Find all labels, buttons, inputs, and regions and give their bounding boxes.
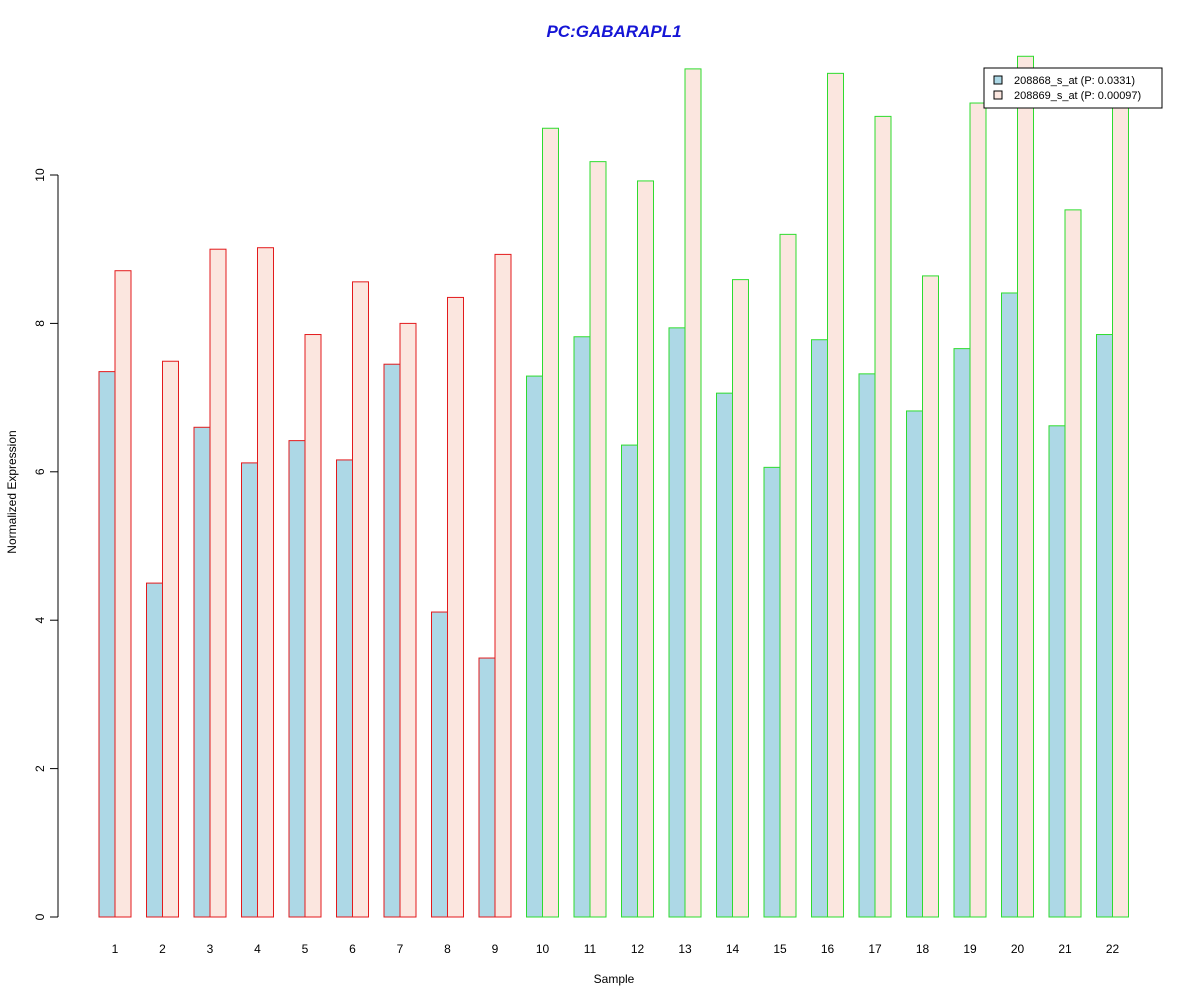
bar-series-2 <box>969 102 987 918</box>
y-tick-label: 8 <box>33 320 47 327</box>
bar-series-2 <box>922 275 939 918</box>
bar-series-2 <box>209 248 227 918</box>
x-tick-label: 19 <box>963 942 977 956</box>
bar-series-2 <box>304 334 322 918</box>
bar-series-2 <box>1064 209 1082 918</box>
x-tick-label: 21 <box>1058 942 1072 956</box>
bar-series-1 <box>716 392 733 918</box>
legend-box <box>983 67 1163 109</box>
bar-series-2 <box>779 233 797 918</box>
bar-series-2 <box>589 161 607 918</box>
bar-series-1 <box>431 611 448 918</box>
y-tick-label: 0 <box>33 913 47 920</box>
x-tick-label: 4 <box>254 942 261 956</box>
legend: 208868_s_at (P: 0.0331) 208869_s_at (P: 0… <box>983 67 1163 109</box>
bar-series-2 <box>637 180 654 918</box>
x-tick-label: 17 <box>868 942 882 956</box>
bar-series-1 <box>621 444 638 918</box>
bar-series-2 <box>542 127 559 918</box>
legend-swatch <box>993 90 1003 100</box>
x-tick-label: 12 <box>631 942 645 956</box>
bar-series-1 <box>478 657 496 918</box>
y-tick-label: 2 <box>33 765 47 772</box>
bar-series-2 <box>1112 100 1129 918</box>
x-tick-label: 18 <box>916 942 930 956</box>
x-tick-label: 2 <box>159 942 166 956</box>
x-tick-label: 22 <box>1106 942 1120 956</box>
bar-series-2 <box>257 247 274 918</box>
bar-series-1 <box>193 426 211 918</box>
x-tick-label: 3 <box>207 942 214 956</box>
bar-series-1 <box>98 371 116 918</box>
x-tick-label: 8 <box>444 942 451 956</box>
x-tick-label: 7 <box>397 942 404 956</box>
x-axis-label: Sample <box>594 972 635 986</box>
bars <box>98 55 1129 918</box>
bar-series-1 <box>383 363 401 918</box>
x-tick-label: 1 <box>112 942 119 956</box>
bar-series-1 <box>288 440 306 918</box>
chart-title: PC:GABARAPL1 <box>546 22 681 41</box>
bar-series-2 <box>494 253 512 918</box>
bar-series-2 <box>874 115 892 918</box>
bar-series-1 <box>668 327 686 918</box>
bar-series-2 <box>732 279 749 918</box>
bar-series-1 <box>811 339 828 918</box>
bar-series-2 <box>447 296 464 918</box>
bar-series-1 <box>1096 334 1113 918</box>
bar-series-1 <box>953 348 971 918</box>
bar-series-1 <box>1048 425 1066 918</box>
bar-series-1 <box>858 373 876 918</box>
x-tick-label: 15 <box>773 942 787 956</box>
bar-series-2 <box>684 68 702 918</box>
x-tick-label: 14 <box>726 942 740 956</box>
y-axis-label: Normalized Expression <box>5 430 19 553</box>
x-tick-label: 10 <box>536 942 550 956</box>
bar-series-1 <box>526 375 543 918</box>
legend-swatch <box>993 75 1003 85</box>
x-tick-label: 16 <box>821 942 835 956</box>
y-tick-label: 10 <box>33 168 47 182</box>
bar-series-2 <box>1017 55 1034 918</box>
legend-entry: 208869_s_at (P: 0.00097) <box>1014 90 1141 102</box>
y-tick-label: 6 <box>33 468 47 475</box>
x-tick-label: 11 <box>584 942 597 956</box>
bar-series-2 <box>399 322 417 918</box>
bar-series-2 <box>162 360 179 918</box>
x-tick-label: 13 <box>678 942 692 956</box>
bar-series-1 <box>146 582 163 918</box>
bar-series-2 <box>114 270 132 918</box>
x-tick-labels: 1 2 3 4 5 6 7 8 9 10 11 12 13 14 15 16 17 18 19 20 21 22 <box>112 942 1120 956</box>
bar-series-2 <box>352 281 369 918</box>
x-tick-label: 20 <box>1011 942 1025 956</box>
bar-series-1 <box>1001 292 1018 918</box>
y-tick-label: 4 <box>33 617 47 624</box>
bar-series-1 <box>241 462 258 918</box>
bar-series-1 <box>763 466 781 918</box>
legend-entry: 208868_s_at (P: 0.0331) <box>1014 75 1135 87</box>
x-tick-label: 9 <box>492 942 499 956</box>
x-tick-label: 5 <box>302 942 309 956</box>
x-tick-label: 6 <box>349 942 356 956</box>
bar-series-1 <box>906 410 923 918</box>
bar-series-1 <box>336 459 353 918</box>
y-axis: 0 2 4 6 8 10 <box>33 168 59 920</box>
bar-series-1 <box>573 336 591 918</box>
bar-series-2 <box>827 72 844 918</box>
